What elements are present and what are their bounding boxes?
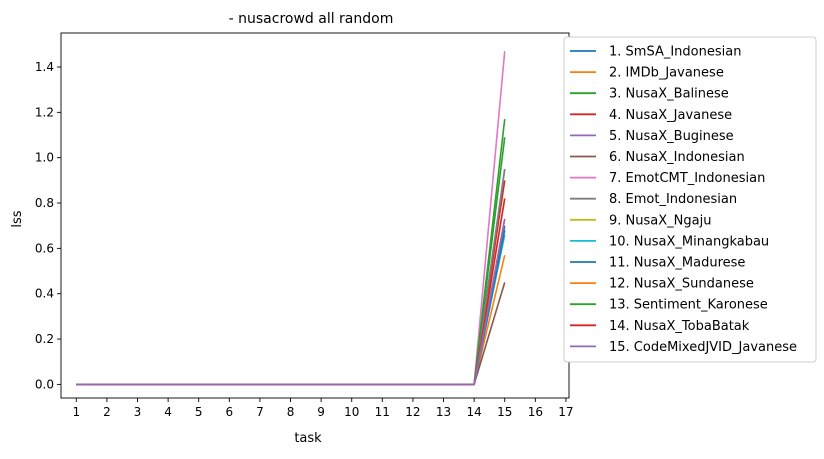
x-axis: 1 2 3 4 5 6 7 8 9 10 11 12 13 14 15 16 17 — [72, 398, 574, 419]
x-tick-label: 14 — [466, 405, 481, 419]
legend-label-11: 11. NusaX_Madurese — [609, 256, 745, 271]
legend-label-13: 13. Sentiment_Karonese — [609, 298, 768, 313]
y-tick-label: 0.8 — [35, 196, 54, 210]
x-tick-label: 9 — [317, 405, 325, 419]
series-line-9 — [76, 198, 506, 386]
x-tick-label: 17 — [558, 405, 573, 419]
series-line-11 — [76, 230, 506, 386]
y-axis-label: lss — [10, 210, 25, 227]
legend-label-4: 4. NusaX_Javanese — [609, 108, 732, 123]
y-tick-label: 1.0 — [35, 151, 54, 165]
series-line-8 — [76, 168, 506, 386]
legend-label-2: 2. IMDb_Javanese — [609, 66, 724, 81]
legend-label-7: 7. EmotCMT_Indonesian — [609, 171, 765, 186]
legend-box — [563, 36, 817, 363]
x-tick-label: 12 — [405, 405, 420, 419]
series-line-5 — [76, 168, 506, 386]
legend-label-6: 6. NusaX_Indonesian — [609, 150, 745, 165]
plot-frame — [60, 32, 570, 399]
x-axis-label: task — [294, 431, 322, 446]
legend-label-3: 3. NusaX_Balinese — [609, 87, 729, 102]
y-tick-label: 0.6 — [35, 241, 54, 255]
y-tick-label: 0.4 — [35, 287, 54, 301]
x-tick-label: 8 — [287, 405, 295, 419]
series-line-2 — [76, 254, 506, 386]
x-tick-label: 6 — [225, 405, 233, 419]
y-tick-label: 0.0 — [35, 377, 54, 391]
series-line-14 — [76, 198, 506, 386]
legend: 1. SmSA_Indonesian 2. IMDb_Javanese 3. Nus… — [563, 36, 817, 363]
legend-label-14: 14. NusaX_TobaBatak — [609, 319, 750, 334]
series-line-7 — [76, 51, 506, 386]
legend-label-8: 8. Emot_Indonesian — [609, 192, 737, 207]
x-tick-label: 13 — [436, 405, 451, 419]
legend-label-1: 1. SmSA_Indonesian — [609, 45, 741, 60]
x-tick-label: 2 — [103, 405, 111, 419]
y-tick-label: 0.2 — [35, 332, 54, 346]
series-line-4 — [76, 180, 506, 386]
plot-area — [60, 32, 570, 399]
x-tick-label: 10 — [344, 405, 359, 419]
x-tick-label: 4 — [164, 405, 172, 419]
series-line-15 — [76, 218, 506, 386]
x-tick-label: 11 — [375, 405, 390, 419]
legend-label-9: 9. NusaX_Ngaju — [609, 213, 711, 228]
x-tick-label: 5 — [195, 405, 203, 419]
x-tick-label: 15 — [497, 405, 512, 419]
legend-label-15: 15. CodeMixedJVID_Javanese — [609, 340, 797, 355]
y-tick-label: 1.2 — [35, 105, 54, 119]
legend-label-5: 5. NusaX_Buginese — [609, 129, 734, 144]
series-line-10 — [76, 234, 506, 386]
x-tick-label: 7 — [256, 405, 264, 419]
y-axis: 0.0 0.2 0.4 0.6 0.8 1.0 1.2 1.4 — [35, 60, 61, 391]
legend-label-10: 10. NusaX_Minangkabau — [609, 234, 769, 249]
x-tick-label: 1 — [72, 405, 80, 419]
x-tick-label: 16 — [528, 405, 543, 419]
series-line-12 — [76, 218, 506, 386]
x-tick-label: 3 — [134, 405, 142, 419]
series-line-13 — [76, 119, 506, 386]
chart-title: - nusacrowd all random — [229, 11, 394, 27]
series-line-1 — [76, 225, 506, 386]
series-line-3 — [76, 137, 506, 386]
legend-label-12: 12. NusaX_Sundanese — [609, 277, 754, 292]
y-tick-label: 1.4 — [35, 60, 54, 74]
series-line-6 — [76, 282, 506, 386]
